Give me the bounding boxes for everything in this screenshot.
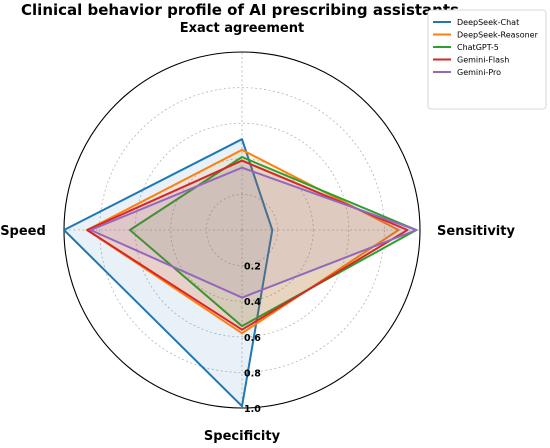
r-tick-label: 1.0 (244, 404, 261, 415)
radial-tick-labels: 0.2 0.4 0.6 0.8 1.0 (244, 262, 261, 415)
axis-label-specificity: Specificity (204, 429, 281, 444)
r-tick-label: 0.6 (244, 333, 261, 344)
axis-label-exact-agreement: Exact agreement (180, 21, 304, 36)
series-line-deepseek-chat (63, 138, 274, 408)
legend: DeepSeek-Chat DeepSeek-Reasoner ChatGPT-5 G… (427, 9, 547, 110)
legend-frame (427, 9, 547, 110)
series-chatgpt-5 (128, 156, 418, 328)
legend-label-chatgpt-5: ChatGPT-5 (457, 43, 499, 52)
legend-label-deepseek-chat: DeepSeek-Chat (457, 18, 519, 27)
grid-ring-1 (205, 193, 278, 266)
chart-title: Clinical behavior profile of AI prescrib… (21, 1, 459, 19)
series-line-chatgpt-5 (128, 156, 418, 328)
series-deepseek-chat (63, 138, 274, 408)
axis-label-speed: Speed (0, 224, 46, 239)
r-tick-label: 0.4 (244, 297, 261, 308)
grid-ring-2 (170, 158, 314, 302)
series-layer (63, 138, 418, 408)
series-gemini-pro (89, 166, 418, 299)
legend-label-deepseek-reasoner: DeepSeek-Reasoner (457, 31, 539, 40)
grid-ring-4 (99, 87, 385, 373)
grid-ring-3 (134, 122, 350, 338)
r-tick-label: 0.8 (244, 368, 261, 379)
r-tick-label: 0.2 (244, 262, 261, 273)
legend-label-gemini-flash: Gemini-Flash (457, 56, 509, 65)
axis-label-sensitivity: Sensitivity (437, 224, 515, 239)
legend-label-gemini-pro: Gemini-Pro (457, 68, 501, 77)
series-line-gemini-pro (89, 166, 418, 299)
